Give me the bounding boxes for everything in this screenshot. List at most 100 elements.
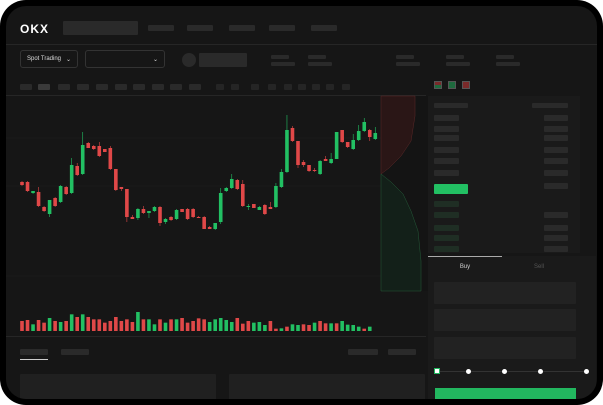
drawing-tool-icon[interactable]	[216, 84, 224, 90]
timeframe-button[interactable]	[38, 84, 50, 90]
drawing-tool-icon[interactable]	[342, 84, 350, 90]
ask-amount	[544, 115, 568, 121]
candle-body	[229, 179, 234, 188]
candle-body	[235, 180, 240, 189]
timeframe-button[interactable]	[189, 84, 201, 90]
timeframe-button[interactable]	[115, 84, 127, 90]
nav-item[interactable]	[311, 25, 337, 31]
timeframe-button[interactable]	[96, 84, 108, 90]
candle-body	[80, 145, 85, 174]
candle-body	[191, 209, 195, 217]
volume-bar	[323, 323, 328, 331]
tab-open-orders[interactable]	[20, 349, 48, 355]
volume-bar	[274, 328, 278, 331]
orderbook-both-icon[interactable]	[434, 81, 442, 89]
volume-bar	[69, 314, 74, 331]
nav-item[interactable]	[229, 25, 255, 31]
bid-price	[434, 201, 459, 207]
timeframe-button[interactable]	[58, 84, 70, 90]
candle-body	[307, 165, 311, 171]
timeframe-button[interactable]	[152, 84, 164, 90]
volume-bar	[318, 321, 322, 331]
orders-panel	[20, 374, 216, 399]
nav-item[interactable]	[148, 25, 174, 31]
candle-body	[301, 162, 306, 165]
volume-bar	[47, 318, 52, 331]
amount-input[interactable]	[434, 309, 576, 331]
ask-price	[434, 135, 459, 141]
coin-avatar	[182, 53, 196, 67]
chevron-down-icon: ⌄	[152, 56, 158, 63]
candle-body	[20, 182, 24, 185]
ask-amount	[544, 183, 568, 189]
price-input[interactable]	[434, 282, 576, 304]
drawing-tool-icon[interactable]	[251, 84, 259, 90]
ask-amount	[544, 158, 568, 164]
orderbook-bids-icon[interactable]	[448, 81, 456, 89]
drawing-tool-icon[interactable]	[298, 84, 306, 90]
drawing-tool-icon[interactable]	[312, 84, 320, 90]
ask-price	[434, 115, 459, 121]
candle-body	[47, 200, 52, 214]
stat-label	[396, 55, 414, 59]
timeframe-button[interactable]	[20, 84, 32, 90]
volume-bar	[130, 322, 135, 331]
assets-panel	[229, 374, 425, 399]
timeframe-button[interactable]	[77, 84, 89, 90]
volume-bar	[169, 319, 173, 331]
market-selector-label: Spot Trading	[27, 56, 62, 62]
timeframe-button[interactable]	[170, 84, 182, 90]
volume-bar	[97, 319, 102, 331]
volume-bar	[31, 324, 35, 331]
bid-price	[434, 246, 459, 252]
volume-bar	[125, 319, 129, 331]
tab-sell[interactable]: Sell	[533, 264, 544, 270]
volume-bar	[301, 324, 306, 331]
candle-body	[263, 205, 267, 214]
submit-buy-button[interactable]	[435, 388, 576, 399]
drawing-tool-icon[interactable]	[231, 84, 239, 90]
drawing-tool-icon[interactable]	[268, 84, 276, 90]
active-tab-indicator	[20, 359, 48, 360]
candle-body	[367, 130, 372, 137]
nav-item[interactable]	[269, 25, 295, 31]
slider-handle[interactable]	[434, 368, 440, 374]
ask-price	[434, 158, 459, 164]
candle-body	[141, 209, 146, 213]
candle-body	[196, 217, 201, 218]
candle-body	[86, 143, 91, 148]
depth-chart	[380, 95, 428, 292]
slider-stop[interactable]	[538, 369, 543, 374]
tab-buy[interactable]: Buy	[459, 264, 471, 270]
bid-amount	[544, 212, 568, 218]
search-bar[interactable]	[63, 21, 138, 35]
volume-bar	[158, 319, 162, 331]
volume-bar	[307, 325, 311, 331]
candle-body	[290, 128, 295, 141]
candle-body	[152, 207, 157, 211]
volume-bar	[334, 323, 339, 331]
filter-button[interactable]	[388, 349, 416, 355]
market-selector[interactable]: Spot Trading ⌄	[20, 50, 78, 68]
stat-label	[271, 55, 289, 59]
ask-price	[434, 126, 459, 132]
slider-stop[interactable]	[502, 369, 507, 374]
slider-stop[interactable]	[466, 369, 471, 374]
tab-order-history[interactable]	[61, 349, 89, 355]
filter-button[interactable]	[348, 349, 378, 355]
candle-body	[58, 186, 63, 202]
slider-stop[interactable]	[584, 369, 589, 374]
nav-item[interactable]	[187, 25, 213, 31]
pair-selector[interactable]: ⌄	[85, 50, 165, 68]
candle-body	[329, 159, 333, 163]
volume-bar	[224, 320, 229, 331]
depth-bids-area	[380, 173, 422, 292]
candle-body	[207, 227, 212, 229]
drawing-tool-icon[interactable]	[284, 84, 292, 90]
orderbook-asks-icon[interactable]	[462, 81, 470, 89]
candle-body	[25, 182, 30, 191]
total-input[interactable]	[434, 337, 576, 359]
amount-slider[interactable]	[436, 371, 589, 372]
timeframe-button[interactable]	[133, 84, 145, 90]
drawing-tool-icon[interactable]	[326, 84, 334, 90]
